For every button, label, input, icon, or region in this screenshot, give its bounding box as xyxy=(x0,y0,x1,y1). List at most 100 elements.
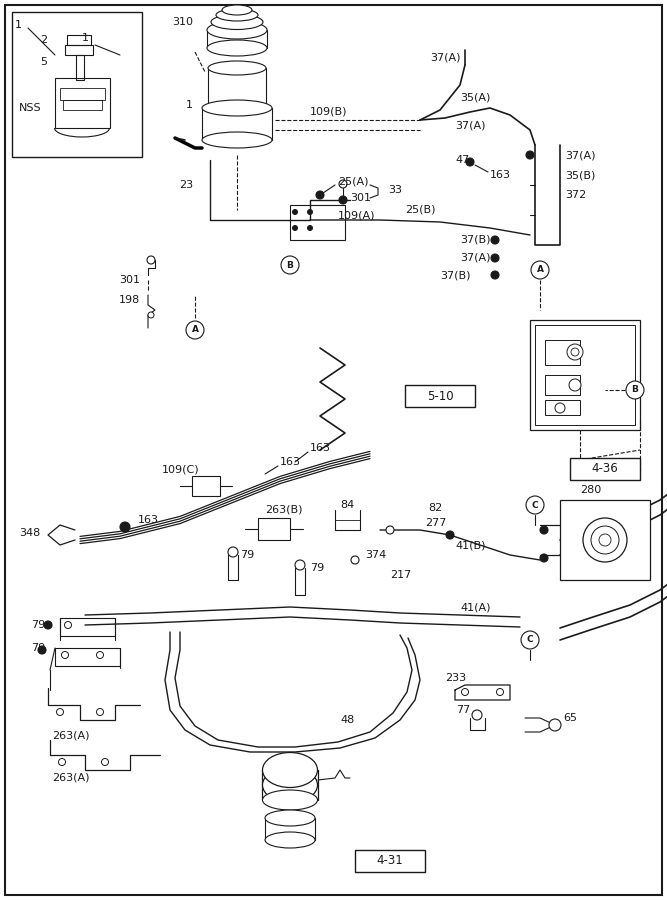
Circle shape xyxy=(59,759,65,766)
Bar xyxy=(55,78,110,128)
Bar xyxy=(67,35,91,45)
Ellipse shape xyxy=(202,132,272,148)
Circle shape xyxy=(526,496,544,514)
Circle shape xyxy=(569,379,581,391)
Bar xyxy=(192,476,220,496)
Ellipse shape xyxy=(216,9,258,21)
Circle shape xyxy=(571,348,579,356)
Text: 37(A): 37(A) xyxy=(565,150,596,160)
Bar xyxy=(405,385,475,407)
Circle shape xyxy=(591,526,619,554)
Text: 4-31: 4-31 xyxy=(377,854,404,868)
Circle shape xyxy=(446,531,454,539)
Circle shape xyxy=(583,518,627,562)
Text: 5: 5 xyxy=(40,57,47,67)
Text: 277: 277 xyxy=(425,518,446,528)
Circle shape xyxy=(526,151,534,159)
Text: 37(B): 37(B) xyxy=(460,235,490,245)
Text: B: B xyxy=(632,385,638,394)
Text: 65: 65 xyxy=(563,713,577,723)
Text: 109(A): 109(A) xyxy=(338,210,376,220)
Text: A: A xyxy=(536,266,544,274)
Circle shape xyxy=(147,256,155,264)
Bar xyxy=(560,500,650,580)
Ellipse shape xyxy=(265,832,315,848)
Text: C: C xyxy=(532,500,538,509)
Ellipse shape xyxy=(265,810,315,826)
Ellipse shape xyxy=(207,40,267,56)
Circle shape xyxy=(626,381,644,399)
Bar xyxy=(545,340,580,365)
Text: 217: 217 xyxy=(390,570,412,580)
Text: 82: 82 xyxy=(428,503,442,513)
Circle shape xyxy=(97,708,103,716)
Circle shape xyxy=(472,710,482,720)
Circle shape xyxy=(148,312,154,318)
Circle shape xyxy=(496,688,504,696)
Bar xyxy=(258,518,290,540)
Text: 372: 372 xyxy=(565,190,586,200)
Circle shape xyxy=(339,180,347,188)
Text: 310: 310 xyxy=(172,17,193,27)
Text: 109(C): 109(C) xyxy=(162,465,199,475)
Circle shape xyxy=(567,344,583,360)
Circle shape xyxy=(101,759,109,766)
Circle shape xyxy=(281,256,299,274)
Text: 25(B): 25(B) xyxy=(405,205,436,215)
Bar xyxy=(76,55,84,80)
Bar xyxy=(355,850,425,872)
Circle shape xyxy=(97,652,103,659)
Circle shape xyxy=(61,652,69,659)
Circle shape xyxy=(531,261,549,279)
Text: 1: 1 xyxy=(82,33,89,43)
Circle shape xyxy=(540,526,548,534)
Text: 263(A): 263(A) xyxy=(52,773,89,783)
Circle shape xyxy=(316,191,324,199)
Circle shape xyxy=(307,210,313,214)
Text: 37(A): 37(A) xyxy=(460,253,490,263)
Ellipse shape xyxy=(263,752,317,788)
Text: 233: 233 xyxy=(445,673,466,683)
Circle shape xyxy=(295,560,305,570)
Circle shape xyxy=(491,254,499,262)
Circle shape xyxy=(521,631,539,649)
Text: 374: 374 xyxy=(365,550,386,560)
Text: 163: 163 xyxy=(490,170,511,180)
Circle shape xyxy=(307,226,313,230)
Text: 37(A): 37(A) xyxy=(455,120,486,130)
Text: 23: 23 xyxy=(179,180,193,190)
Circle shape xyxy=(491,271,499,279)
Text: 4-36: 4-36 xyxy=(592,463,618,475)
Text: 41(A): 41(A) xyxy=(460,603,490,613)
Circle shape xyxy=(540,554,548,562)
Text: 263(B): 263(B) xyxy=(265,505,303,515)
Text: 37(B): 37(B) xyxy=(440,270,470,280)
Text: 1: 1 xyxy=(15,20,22,30)
Circle shape xyxy=(466,158,474,166)
Text: 35(A): 35(A) xyxy=(460,93,490,103)
Ellipse shape xyxy=(208,101,266,115)
Bar xyxy=(530,320,640,430)
Text: 109(B): 109(B) xyxy=(310,107,348,117)
Text: 79: 79 xyxy=(31,620,45,630)
Text: A: A xyxy=(191,326,199,335)
Text: 79: 79 xyxy=(240,550,254,560)
Text: C: C xyxy=(527,635,534,644)
Bar xyxy=(60,88,105,100)
Text: 37(A): 37(A) xyxy=(430,53,460,63)
Circle shape xyxy=(555,403,565,413)
Text: 5-10: 5-10 xyxy=(427,390,454,402)
Text: 163: 163 xyxy=(138,515,159,525)
Bar xyxy=(535,325,635,425)
Text: 280: 280 xyxy=(580,485,601,495)
Circle shape xyxy=(38,646,46,654)
Text: 2: 2 xyxy=(40,35,47,45)
Text: 33: 33 xyxy=(388,185,402,195)
Text: NSS: NSS xyxy=(19,103,42,113)
Text: 301: 301 xyxy=(119,275,140,285)
Text: 163: 163 xyxy=(280,457,301,467)
Text: 348: 348 xyxy=(19,528,40,538)
Circle shape xyxy=(44,621,52,629)
Bar xyxy=(60,618,115,636)
Circle shape xyxy=(293,210,297,214)
